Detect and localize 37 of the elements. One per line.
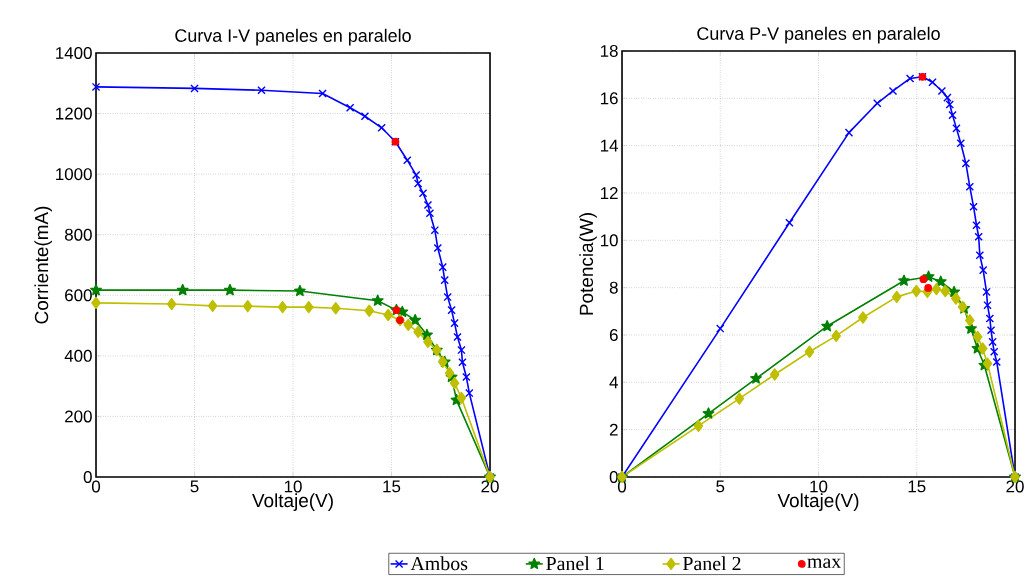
chart-title: Curva P-V paneles en paralelo [697,26,940,44]
x-axis-title: Voltaje(V) [252,493,333,511]
y-tick-label: 10 [600,234,618,247]
x-tick-label: 20 [481,480,499,493]
legend-label: Panel 1 [546,556,604,571]
x-tick-label: 10 [810,480,828,493]
y-tick-label: 2 [609,423,618,436]
y-tick-label: 18 [600,44,618,57]
y-tick-label: 600 [65,289,92,302]
x-tick-label: 20 [1006,480,1024,493]
y-tick-label: 800 [64,228,92,241]
y-tick-label: 1400 [56,46,92,59]
x-tick-label: 15 [383,480,401,493]
y-axis-title: Potencia(W) [579,213,597,315]
y-tick-label: 4 [609,376,618,389]
y-tick-label: 1200 [56,107,92,120]
chart-title: Curva I-V paneles en paralelo [175,28,411,46]
y-tick-label: 0 [609,470,618,483]
x-tick-label: 15 [908,480,926,493]
y-tick-label: 200 [65,410,92,423]
x-tick-label: 0 [91,480,101,493]
y-tick-label: 6 [609,328,618,341]
x-axis-title: Voltaje(V) [777,493,859,511]
x-tick-label: 10 [284,480,302,493]
y-tick-label: 14 [600,139,618,152]
x-tick-label: 5 [716,480,725,493]
legend-label: Panel 2 [682,556,741,571]
y-tick-label: 8 [609,281,618,294]
legend-label: Ambos [410,556,468,571]
y-axis-title: Corriente(mA) [34,206,52,324]
y-tick-label: 0 [83,470,92,483]
x-tick-label: 5 [190,480,199,493]
y-tick-label: 1000 [56,168,92,181]
y-tick-label: 400 [64,349,92,362]
y-tick-label: 16 [600,92,618,105]
y-tick-label: 12 [600,187,618,199]
legend-label: max [807,558,842,569]
